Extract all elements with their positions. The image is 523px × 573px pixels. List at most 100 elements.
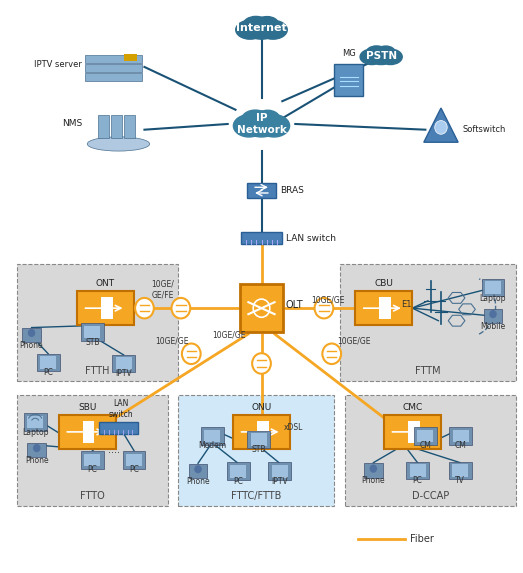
Bar [22,328,41,342]
Text: PC: PC [43,368,53,377]
Bar [226,462,249,480]
Bar [24,414,47,431]
Circle shape [28,329,36,337]
Bar [247,183,276,198]
Ellipse shape [379,49,402,65]
Circle shape [172,298,190,319]
Text: Modem: Modem [198,441,226,450]
Ellipse shape [366,46,387,60]
Circle shape [33,444,40,452]
Text: Mobile: Mobile [480,321,506,331]
FancyBboxPatch shape [59,415,116,449]
Text: ....: .... [108,445,120,455]
Bar [81,451,104,469]
Bar [201,427,223,445]
FancyBboxPatch shape [17,395,168,506]
Ellipse shape [244,17,279,39]
Text: IP
Network: IP Network [236,113,287,135]
Text: BRAS: BRAS [280,186,303,195]
Text: IPTV server: IPTV server [34,60,82,69]
Bar [122,451,145,469]
Text: LAN switch: LAN switch [287,234,336,242]
Bar [251,433,267,446]
Bar [85,55,142,63]
Ellipse shape [367,46,395,65]
Ellipse shape [243,17,269,34]
Circle shape [370,465,377,473]
FancyBboxPatch shape [178,395,334,506]
Bar [449,427,472,445]
Bar [27,416,43,429]
Ellipse shape [241,110,269,131]
Text: MG: MG [342,49,356,58]
FancyBboxPatch shape [233,415,290,449]
Bar [204,430,220,442]
Text: OLT: OLT [286,300,303,311]
FancyBboxPatch shape [355,291,412,325]
Bar [81,323,104,341]
Text: 10GE/GE: 10GE/GE [337,336,370,345]
Circle shape [435,120,447,134]
Text: FTTO: FTTO [80,492,105,501]
Polygon shape [424,108,458,142]
Text: FTTM: FTTM [415,366,441,376]
Text: CMC: CMC [402,403,423,412]
Circle shape [322,344,341,364]
Bar [484,309,503,323]
Bar [406,462,429,480]
FancyBboxPatch shape [345,395,516,506]
Bar [85,64,142,72]
Text: IPTV: IPTV [271,477,288,486]
Text: E1: E1 [401,300,412,309]
Circle shape [182,344,201,364]
Bar [485,281,501,294]
Ellipse shape [233,115,265,137]
Ellipse shape [256,17,279,32]
Text: PC: PC [129,465,139,474]
Text: CBU: CBU [374,279,393,288]
Bar [111,115,122,138]
Bar [84,454,100,466]
Bar [334,64,363,96]
FancyBboxPatch shape [17,264,178,380]
Text: LAN
switch: LAN switch [109,399,133,419]
Text: PC: PC [413,476,423,485]
FancyBboxPatch shape [384,415,441,449]
Text: NMS: NMS [62,120,82,128]
Text: FTTH: FTTH [85,366,110,376]
Ellipse shape [236,21,264,39]
Text: Laptop: Laptop [22,429,49,437]
Text: 10GE/GE: 10GE/GE [311,296,345,305]
Bar [453,430,469,442]
Text: Phone: Phone [361,476,385,485]
Text: PC: PC [233,477,243,486]
Bar [482,279,505,296]
Text: Phone: Phone [20,341,43,350]
Text: TV: TV [456,476,465,485]
Bar [85,73,142,81]
Bar [408,421,419,443]
Bar [268,462,291,480]
Bar [99,422,138,434]
Ellipse shape [259,21,287,39]
Text: 10GE/GE: 10GE/GE [212,331,246,339]
Text: FTTC/FTTB: FTTC/FTTB [231,492,281,501]
FancyBboxPatch shape [77,291,134,325]
Bar [27,443,46,457]
Bar [189,464,208,478]
Circle shape [489,310,497,318]
Bar [380,297,391,319]
Text: PSTN: PSTN [366,50,397,61]
Text: Internet: Internet [236,23,287,33]
Text: CM: CM [419,441,431,450]
Bar [112,355,135,372]
Bar [364,464,383,478]
Circle shape [314,298,333,319]
Text: IPTV: IPTV [115,369,132,378]
Bar [452,464,468,477]
Bar [271,465,288,477]
Bar [414,427,437,445]
Text: Laptop: Laptop [480,294,506,303]
Bar [241,231,282,244]
FancyBboxPatch shape [240,284,283,332]
